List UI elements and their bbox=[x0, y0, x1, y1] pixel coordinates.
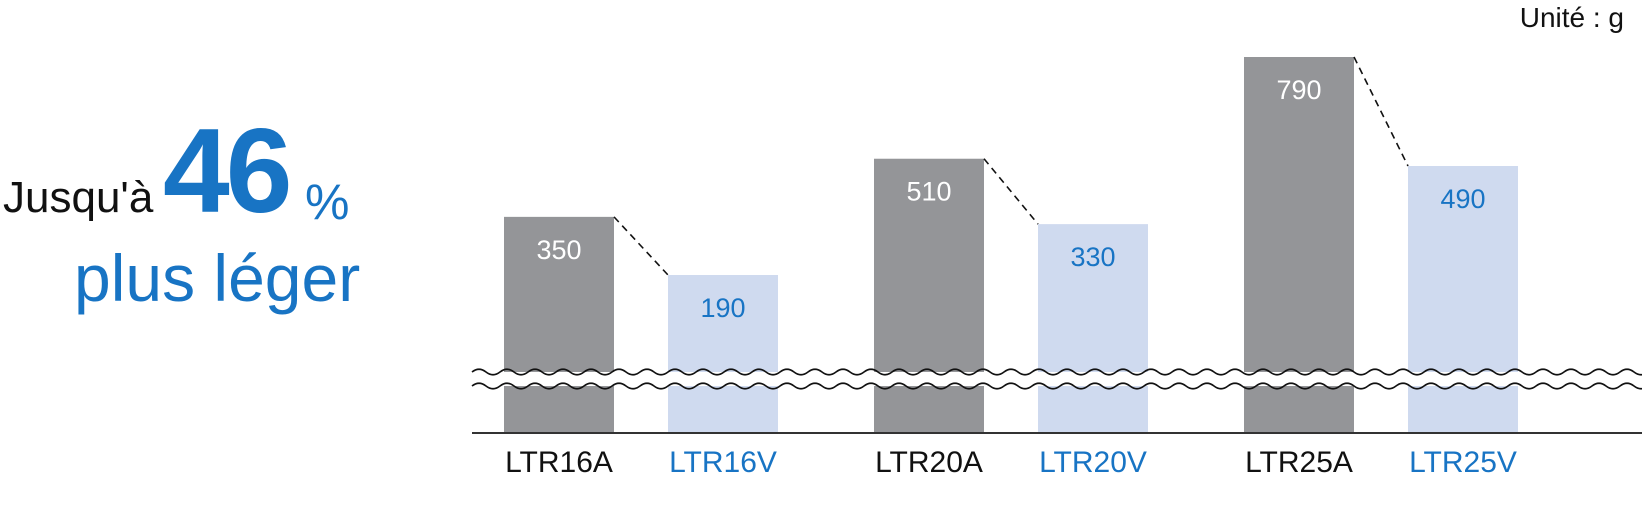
category-label-ltr25a: LTR25A bbox=[1245, 446, 1353, 479]
connector-ltr16a bbox=[613, 216, 669, 276]
connector-ltr25a bbox=[1353, 56, 1409, 167]
axis-break-gap bbox=[472, 372, 1642, 386]
bar-ltr16v bbox=[668, 275, 778, 433]
category-label-ltr20v: LTR20V bbox=[1039, 446, 1147, 479]
category-label-ltr16v: LTR16V bbox=[669, 446, 777, 479]
category-label-ltr20a: LTR20A bbox=[875, 446, 983, 479]
value-label-ltr16a: 350 bbox=[536, 235, 581, 265]
headline-subtitle: plus léger bbox=[74, 241, 361, 315]
connector-ltr20a bbox=[983, 158, 1039, 225]
headline-percent-sign: % bbox=[305, 174, 350, 230]
value-label-ltr20a: 510 bbox=[906, 177, 951, 207]
axis-break-line-upper bbox=[471, 368, 1642, 376]
category-label-ltr16a: LTR16A bbox=[505, 446, 613, 479]
category-label-ltr25v: LTR25V bbox=[1409, 446, 1517, 479]
unit-label: Unité : g bbox=[1519, 2, 1624, 33]
axis-break-line-lower bbox=[471, 382, 1642, 390]
headline-prefix: Jusqu'à bbox=[3, 173, 154, 222]
value-label-ltr25v: 490 bbox=[1440, 184, 1485, 214]
value-label-ltr16v: 190 bbox=[700, 293, 745, 323]
value-label-ltr25a: 790 bbox=[1276, 75, 1321, 105]
headline: Jusqu'à 46 % plus léger bbox=[0, 0, 400, 514]
bar-ltr25a bbox=[1244, 57, 1354, 433]
value-label-ltr20v: 330 bbox=[1070, 242, 1115, 272]
bar-ltr20v bbox=[1038, 224, 1148, 433]
bar-ltr16a bbox=[504, 216, 614, 433]
headline-percentage-value: 46 bbox=[163, 104, 292, 238]
